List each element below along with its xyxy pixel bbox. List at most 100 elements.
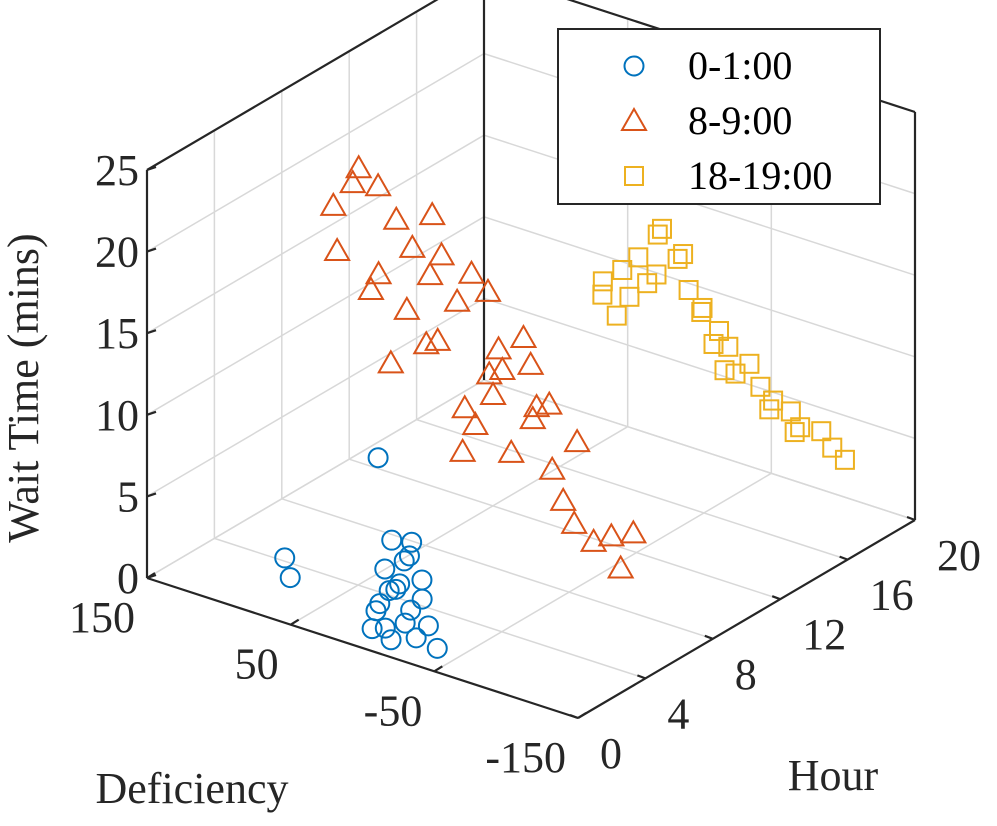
data-point-square [759, 399, 780, 420]
data-point-square [811, 421, 832, 442]
y-tick-label: 4 [667, 689, 689, 738]
data-point-triangle [474, 277, 502, 302]
y-tick-mark [704, 634, 714, 640]
data-point-circle [411, 588, 433, 610]
y-tick-mark [637, 674, 646, 680]
series-triangle-points [319, 154, 648, 579]
z-tick-label: 10 [95, 391, 139, 440]
data-point-triangle [479, 380, 507, 405]
z-tick-mark [146, 165, 157, 172]
data-point-square [750, 376, 771, 397]
x-tick-label: -50 [364, 686, 423, 735]
data-point-triangle [457, 259, 486, 284]
data-point-square [703, 333, 724, 354]
data-point-circle [398, 545, 420, 567]
legend-marker-square [624, 166, 644, 186]
data-point-circle [411, 569, 433, 591]
data-point-circle [378, 580, 400, 602]
data-point-square [592, 271, 613, 292]
z-tick-label: 15 [95, 309, 139, 358]
z-tick-label: 20 [95, 228, 139, 277]
data-point-triangle [323, 237, 351, 262]
data-point-triangle [357, 276, 385, 301]
data-point-triangle [364, 260, 393, 285]
x-tick-label: -150 [485, 733, 566, 782]
x-axis-label: Deficiency [96, 764, 289, 813]
grid-lines [146, 0, 916, 719]
data-point-triangle [393, 295, 421, 320]
data-point-triangle [606, 554, 635, 579]
data-point-circle [367, 447, 389, 469]
data-point-triangle [538, 455, 566, 480]
left-wall-grid-line [146, 216, 485, 416]
legend-label: 8-9:00 [688, 98, 792, 143]
z-tick-label: 5 [117, 472, 139, 521]
z-axis-label: Wait Time (mins) [0, 233, 48, 542]
data-point-square [673, 244, 694, 265]
z-tick-mark [146, 247, 157, 253]
series-square-points [592, 218, 855, 470]
y-tick-label: 16 [870, 571, 914, 620]
data-point-triangle [522, 393, 551, 418]
y-tick-mark [906, 515, 916, 522]
data-point-square [628, 247, 649, 268]
data-point-triangle [535, 390, 563, 415]
left-wall-grid-line [146, 297, 485, 498]
data-point-square [612, 259, 633, 280]
x-tick-mark [290, 618, 300, 626]
data-point-circle [393, 550, 415, 572]
y-tick-mark [771, 595, 781, 601]
y-tick-mark [569, 713, 579, 720]
data-point-circle [374, 558, 396, 580]
data-point-triangle [475, 360, 503, 385]
data-point-square [692, 297, 713, 318]
data-point-circle [417, 615, 439, 637]
legend-box [557, 28, 881, 205]
data-point-square [619, 286, 640, 307]
data-points [274, 154, 855, 659]
data-point-square [647, 224, 668, 245]
data-point-triangle [579, 527, 608, 552]
legend: 0-1:00 8-9:00 18-19:00 [557, 28, 881, 205]
data-point-circle [361, 618, 383, 640]
y-tick-label: 0 [600, 729, 622, 778]
data-point-circle [389, 573, 411, 595]
data-point-triangle [519, 405, 547, 430]
data-point-square [834, 449, 855, 470]
data-point-triangle [398, 233, 427, 258]
data-point-triangle [423, 326, 452, 351]
legend-items: 0-1:00 8-9:00 18-19:00 [620, 43, 832, 198]
x-tick-label: 50 [235, 640, 279, 689]
data-point-square [714, 360, 735, 381]
data-point-triangle [382, 205, 411, 230]
y-tick-label: 8 [735, 650, 757, 699]
data-point-triangle [451, 394, 479, 419]
floor-grid-line [433, 472, 772, 672]
data-point-square [667, 248, 688, 269]
x-tick-label: 150 [69, 593, 135, 642]
data-point-square [651, 218, 672, 239]
left-wall-grid-line [146, 379, 485, 579]
data-point-triangle [488, 355, 517, 380]
data-point-circle [401, 531, 423, 553]
back-wall-grid-line [483, 216, 916, 358]
legend-marker-triangle [620, 106, 648, 131]
data-point-triangle [339, 169, 367, 194]
data-point-circle [394, 612, 416, 634]
data-point-circle [374, 617, 396, 639]
data-point-square [678, 279, 699, 300]
data-point-square [606, 305, 627, 326]
y-axis-label: Hour [788, 751, 879, 800]
data-point-triangle [416, 261, 444, 286]
data-point-triangle [563, 428, 591, 453]
data-point-triangle [597, 522, 626, 547]
floor-grid-line [290, 426, 629, 626]
z-tick-mark [146, 329, 157, 335]
data-point-triangle [619, 519, 648, 544]
data-point-triangle [461, 410, 490, 435]
z-tick-label: 0 [117, 554, 139, 603]
data-point-square [790, 417, 811, 438]
data-point-circle [385, 578, 407, 600]
data-point-triangle [412, 330, 440, 355]
